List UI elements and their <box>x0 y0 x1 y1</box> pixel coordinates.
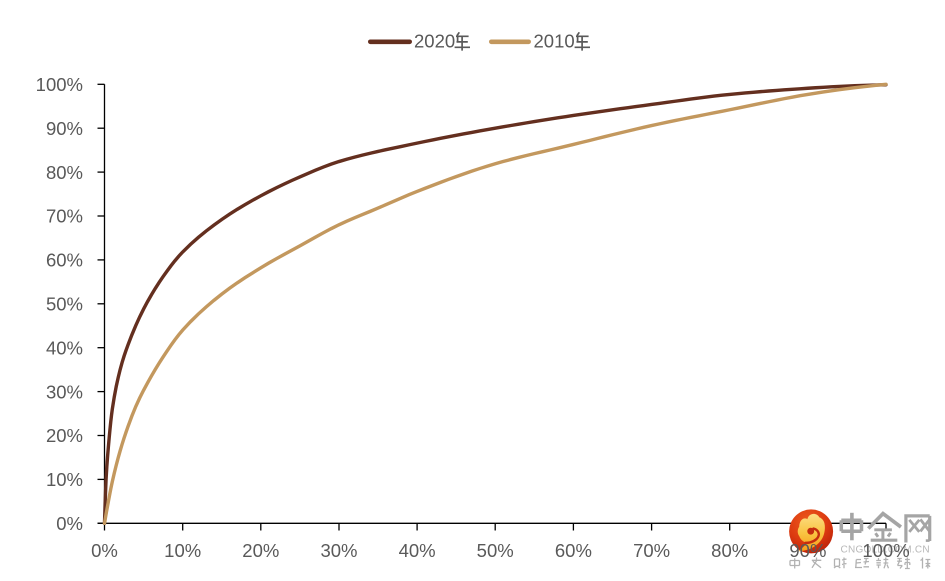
svg-text:0%: 0% <box>56 513 83 534</box>
svg-text:40%: 40% <box>399 540 436 561</box>
svg-text:100%: 100% <box>36 74 83 95</box>
svg-text:40%: 40% <box>46 337 83 358</box>
svg-text:60%: 60% <box>46 250 83 271</box>
svg-text:30%: 30% <box>320 540 357 561</box>
svg-text:90%: 90% <box>789 540 826 561</box>
svg-text:100%: 100% <box>862 540 909 561</box>
svg-text:20%: 20% <box>242 540 279 561</box>
svg-text:2010: 2010 <box>534 30 575 51</box>
svg-text:80%: 80% <box>46 162 83 183</box>
svg-text:30%: 30% <box>46 381 83 402</box>
svg-text:50%: 50% <box>46 294 83 315</box>
svg-text:60%: 60% <box>555 540 592 561</box>
svg-text:80%: 80% <box>711 540 748 561</box>
svg-text:20%: 20% <box>46 425 83 446</box>
svg-text:CNGOLD.COM.CN: CNGOLD.COM.CN <box>841 544 930 555</box>
svg-text:2020: 2020 <box>414 30 455 51</box>
svg-text:50%: 50% <box>477 540 514 561</box>
svg-text:10%: 10% <box>46 469 83 490</box>
svg-text:70%: 70% <box>46 206 83 227</box>
svg-text:10%: 10% <box>164 540 201 561</box>
svg-text:90%: 90% <box>46 118 83 139</box>
svg-text:70%: 70% <box>633 540 670 561</box>
svg-text:0%: 0% <box>91 540 118 561</box>
